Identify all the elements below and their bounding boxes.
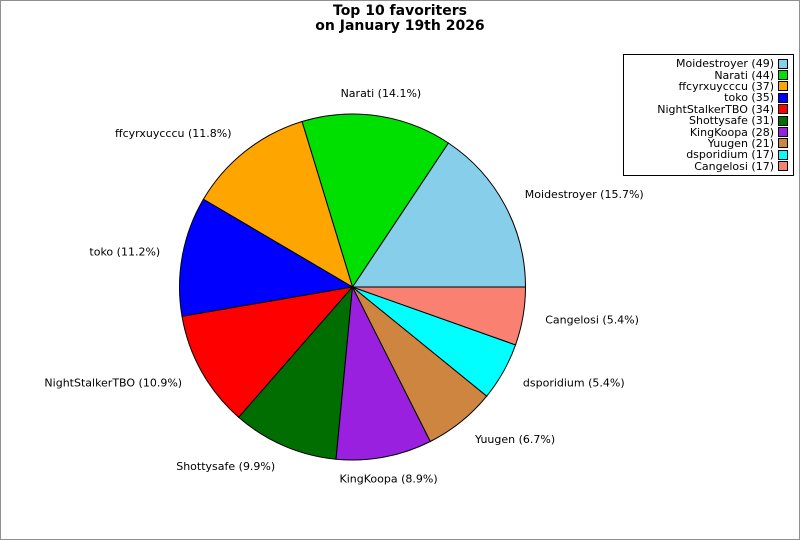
pie-slice-label-Moidestroyer: Moidestroyer (15.7%) bbox=[525, 188, 644, 201]
legend-item: toko (35) bbox=[628, 92, 788, 103]
legend-label: KingKoopa (28) bbox=[689, 125, 774, 139]
legend-item: Narati (44) bbox=[628, 68, 788, 82]
pie-slice-Cangelosi bbox=[352, 286, 527, 346]
pie-slice-label-toko: toko (11.2%) bbox=[89, 245, 160, 258]
legend-label: NightStalkerTBO (34) bbox=[657, 102, 774, 116]
pie-slice-NightStalkerTBO bbox=[181, 286, 354, 419]
legend-item: Moidestroyer (49) bbox=[628, 58, 788, 69]
legend-label: dsporidium (17) bbox=[686, 148, 774, 162]
pie-slice-labels: Moidestroyer (15.7%) Narati (14.1%) ffcyrx… bbox=[44, 87, 643, 486]
legend-item: Yuugen (21) bbox=[628, 138, 788, 149]
pie-slice-Narati bbox=[301, 113, 450, 289]
legend-swatch bbox=[778, 58, 788, 69]
legend-swatch bbox=[778, 104, 788, 115]
legend-item: KingKoopa (28) bbox=[628, 125, 788, 139]
legend-label: Moidestroyer (49) bbox=[676, 57, 774, 71]
pie-slice-label-Narati: Narati (14.1%) bbox=[341, 87, 422, 100]
legend-swatch bbox=[778, 161, 788, 172]
chart-title-line1: Top 10 favoriters bbox=[333, 3, 467, 19]
legend: Moidestroyer (49) Narati (44) ffcyrxuycccu… bbox=[623, 54, 794, 176]
pie-slice-ffcyrxuycccu bbox=[202, 120, 354, 289]
pie-slice-label-dsporidium: dsporidium (5.4%) bbox=[523, 376, 625, 389]
pie-slice-label-Shottysafe: Shottysafe (9.9%) bbox=[176, 460, 275, 473]
legend-label: Cangelosi (17) bbox=[694, 159, 774, 173]
pie-slices bbox=[179, 113, 527, 461]
legend-item: Shottysafe (31) bbox=[628, 115, 788, 126]
legend-swatch bbox=[778, 149, 788, 160]
pie-slice-toko bbox=[179, 198, 354, 317]
legend-swatch bbox=[778, 115, 788, 126]
pie-slice-Shottysafe bbox=[238, 285, 354, 460]
legend-swatch bbox=[778, 70, 788, 81]
legend-label: ffcyrxuycccu (37) bbox=[678, 79, 774, 93]
chart-title: Top 10 favoriters on January 19th 2026 bbox=[1, 4, 799, 33]
legend-item: NightStalkerTBO (34) bbox=[628, 104, 788, 115]
pie-slice-label-Yuugen: Yuugen (6.7%) bbox=[474, 433, 555, 446]
legend-swatch bbox=[778, 81, 788, 92]
legend-swatch bbox=[778, 138, 788, 149]
pie-slice-KingKoopa bbox=[335, 285, 432, 461]
legend-label: Shottysafe (31) bbox=[688, 114, 774, 128]
pie-slice-label-KingKoopa: KingKoopa (8.9%) bbox=[340, 473, 438, 486]
chart-title-line2: on January 19th 2026 bbox=[315, 17, 485, 34]
legend-item: ffcyrxuycccu (37) bbox=[628, 81, 788, 92]
legend-swatch bbox=[778, 127, 788, 138]
legend-item: Cangelosi (17) bbox=[628, 161, 788, 172]
pie-slice-label-Cangelosi: Cangelosi (5.4%) bbox=[545, 314, 639, 327]
legend-swatch bbox=[778, 92, 788, 103]
pie-slice-Moidestroyer bbox=[351, 142, 527, 288]
legend-label: Yuugen (21) bbox=[707, 136, 774, 150]
legend-item: dsporidium (17) bbox=[628, 149, 788, 160]
pie-slice-label-NightStalkerTBO: NightStalkerTBO (10.9%) bbox=[44, 376, 182, 389]
legend-label: toko (35) bbox=[724, 91, 774, 105]
legend-label: Narati (44) bbox=[714, 68, 774, 82]
pie-slice-label-ffcyrxuycccu: ffcyrxuycccu (11.8%) bbox=[115, 127, 232, 140]
